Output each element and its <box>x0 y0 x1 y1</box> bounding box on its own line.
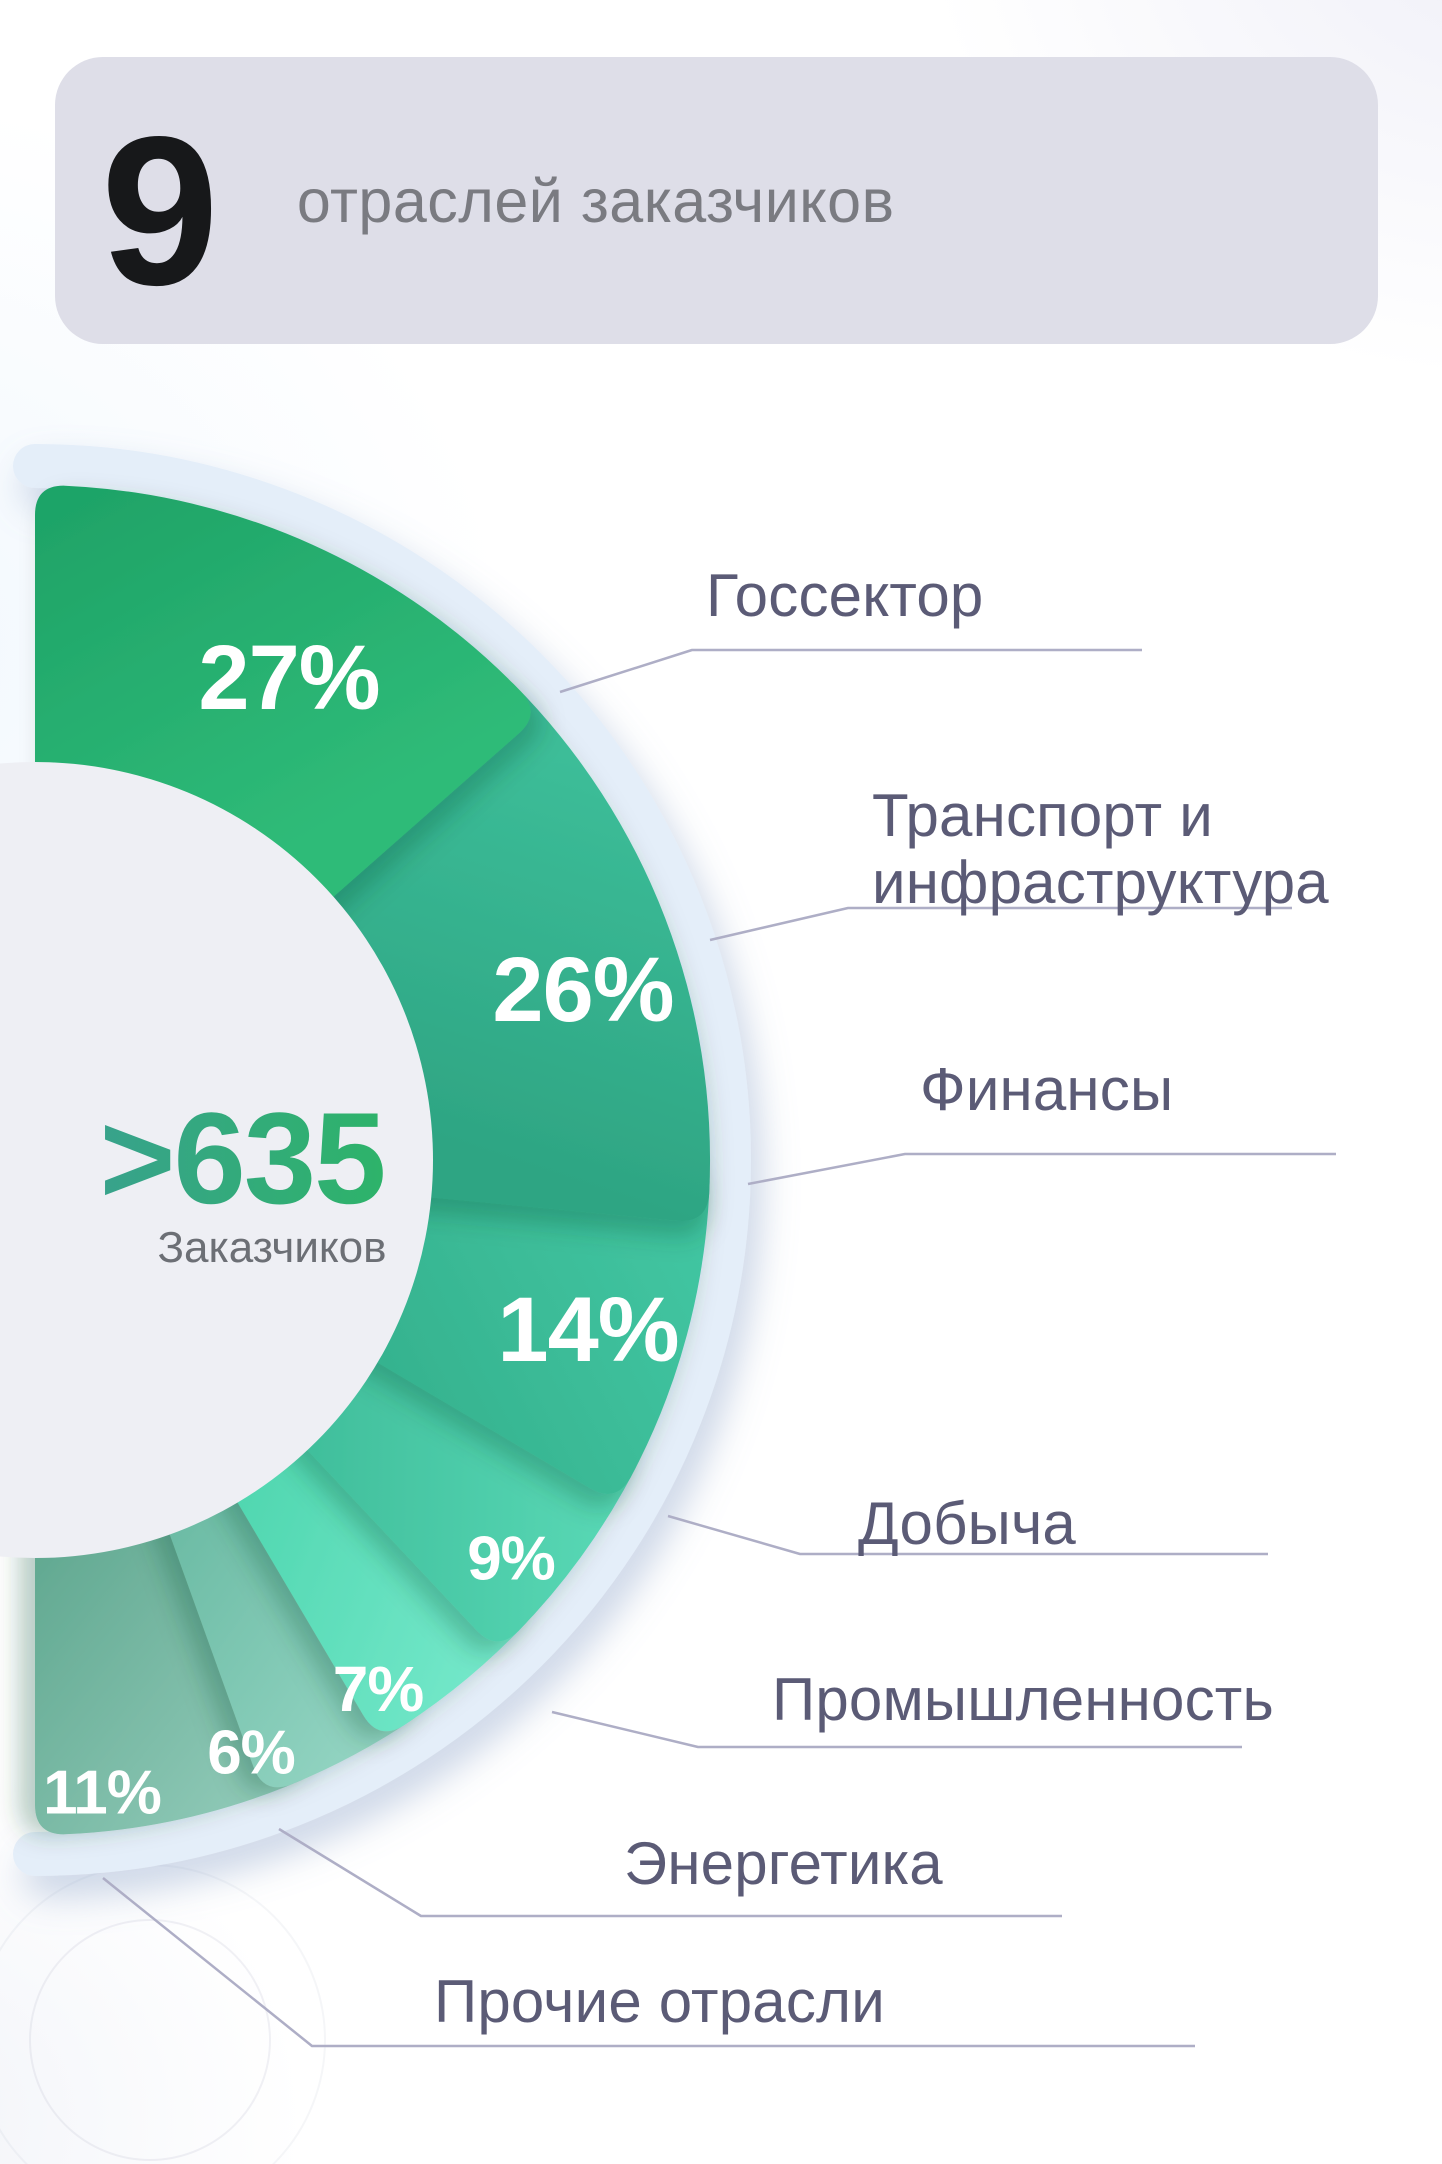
segment-value-label-4: 7% <box>333 1653 424 1725</box>
callout-line-3 <box>667 1514 1268 1556</box>
callout-line-1 <box>709 906 1292 942</box>
segment-value-label-0: 27% <box>198 627 379 729</box>
segment-label-dobycha: Добыча <box>858 1490 1076 1557</box>
segment-label-prochie: Прочие отрасли <box>434 1968 885 2035</box>
callout-line-5 <box>278 1827 1062 1918</box>
segment-value-label-6: 11% <box>43 1759 161 1828</box>
donut-inner-circle <box>0 762 433 1558</box>
header-subtitle: отраслей заказчиков <box>296 166 895 235</box>
segment-value-label-1: 26% <box>492 939 673 1041</box>
segment-4 <box>218 1395 536 1732</box>
segment-value-label-2: 14% <box>497 1279 678 1381</box>
center-total-value: >635 <box>100 1085 385 1231</box>
donut-outer-ring <box>13 444 751 1876</box>
segment-label-transport: Транспорт и инфраструктура <box>872 782 1329 917</box>
callout-line-0 <box>559 648 1142 694</box>
segment-label-gossektor: Госсектор <box>706 562 984 629</box>
decorative-ring <box>29 1919 271 2161</box>
segment-2 <box>344 1153 710 1494</box>
segment-label-finansy: Финансы <box>920 1056 1174 1123</box>
segment-3 <box>281 1309 640 1642</box>
segment-label-energetika: Энергетика <box>624 1830 943 1897</box>
header-card: 9 отраслей заказчиков <box>55 57 1378 344</box>
decorative-ring <box>0 1864 326 2164</box>
segment-value-label-5: 6% <box>207 1719 295 1788</box>
segment-value-label-3: 9% <box>467 1525 555 1594</box>
center-total-caption: Заказчиков <box>157 1223 386 1272</box>
callout-line-6 <box>102 1877 1195 2048</box>
segment-label-promyshlennost: Промышленность <box>772 1666 1274 1733</box>
callout-line-4 <box>551 1710 1242 1749</box>
callout-line-2 <box>747 1152 1336 1186</box>
industries-count: 9 <box>101 91 219 329</box>
